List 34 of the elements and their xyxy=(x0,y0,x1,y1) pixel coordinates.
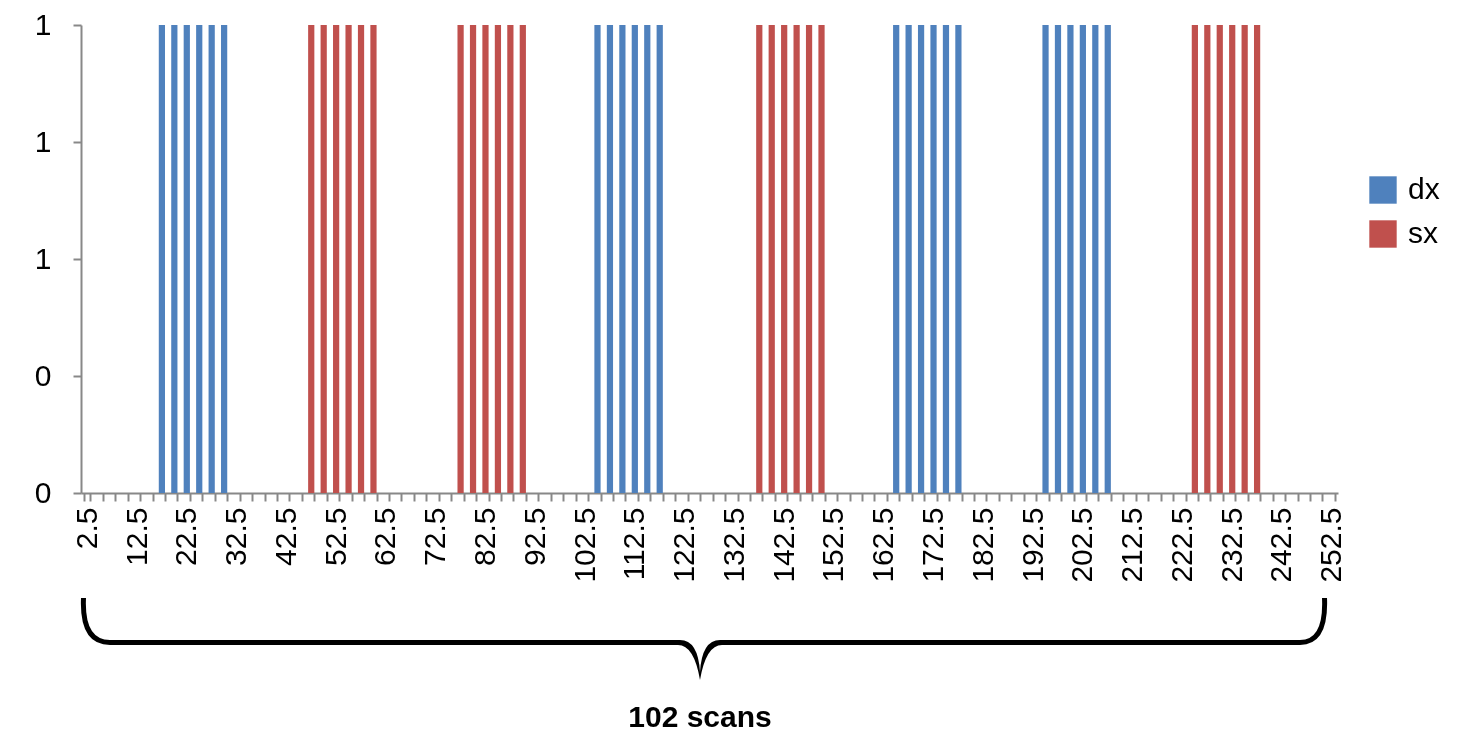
x-tick-label: 192.5 xyxy=(1015,507,1049,583)
y-tick-label: 1 xyxy=(34,124,52,158)
x-tick-label: 152.5 xyxy=(816,507,850,583)
x-tick-label: 72.5 xyxy=(418,507,452,566)
x-tick-label: 182.5 xyxy=(965,507,999,583)
y-tick-label: 1 xyxy=(34,241,52,275)
x-tick-label: 122.5 xyxy=(667,507,701,583)
x-tick-label: 222.5 xyxy=(1164,507,1198,583)
x-tick-label: 42.5 xyxy=(268,507,302,566)
text: 102 scans xyxy=(627,700,773,734)
x-tick-label: 242.5 xyxy=(1264,507,1298,583)
x-tick-label: 32.5 xyxy=(219,507,253,566)
y-tick-label: 0 xyxy=(34,475,52,509)
x-tick-label: 62.5 xyxy=(368,507,402,566)
y-tick-label: 0 xyxy=(34,358,52,392)
x-tick-label: 232.5 xyxy=(1214,507,1248,583)
x-tick-label: 22.5 xyxy=(169,507,203,566)
x-tick-label: 202.5 xyxy=(1065,507,1099,583)
legend-label: sx xyxy=(1408,216,1438,249)
x-tick-label: 252.5 xyxy=(1314,507,1348,583)
x-tick-label: 12.5 xyxy=(119,507,153,566)
x-tick-label: 172.5 xyxy=(916,507,950,583)
x-tick-label: 82.5 xyxy=(467,507,501,566)
x-tick-label: 112.5 xyxy=(617,507,651,581)
x-tick-label: 212.5 xyxy=(1115,507,1149,583)
legend-label: dx xyxy=(1408,172,1440,205)
x-tick-label: 142.5 xyxy=(766,507,800,583)
x-tick-label: 132.5 xyxy=(716,507,750,583)
x-tick-label: 162.5 xyxy=(866,507,900,583)
x-tick-label: 102.5 xyxy=(567,507,601,583)
x-tick-label: 52.5 xyxy=(318,507,352,566)
x-tick-label: 92.5 xyxy=(517,507,551,566)
y-tick-label: 1 xyxy=(34,7,52,41)
x-tick-label: 2.5 xyxy=(69,507,103,550)
